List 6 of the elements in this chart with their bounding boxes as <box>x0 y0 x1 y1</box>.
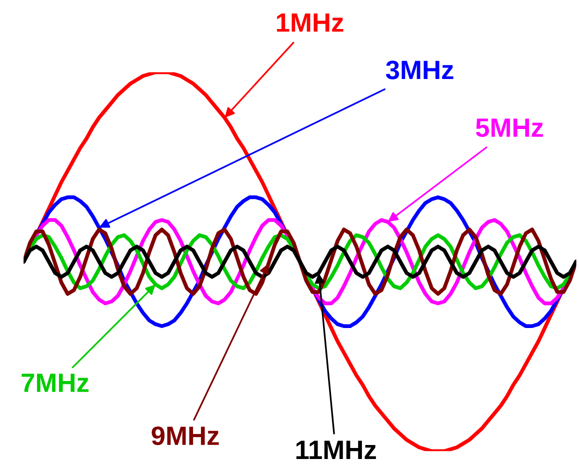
text: 3MHz <box>386 60 454 80</box>
text: 11MHz <box>296 440 376 459</box>
text: 5MHz <box>476 118 544 137</box>
text: 9MHz <box>152 426 219 446</box>
text: 7MHz <box>22 374 89 392</box>
text: 1MHz <box>276 14 344 32</box>
